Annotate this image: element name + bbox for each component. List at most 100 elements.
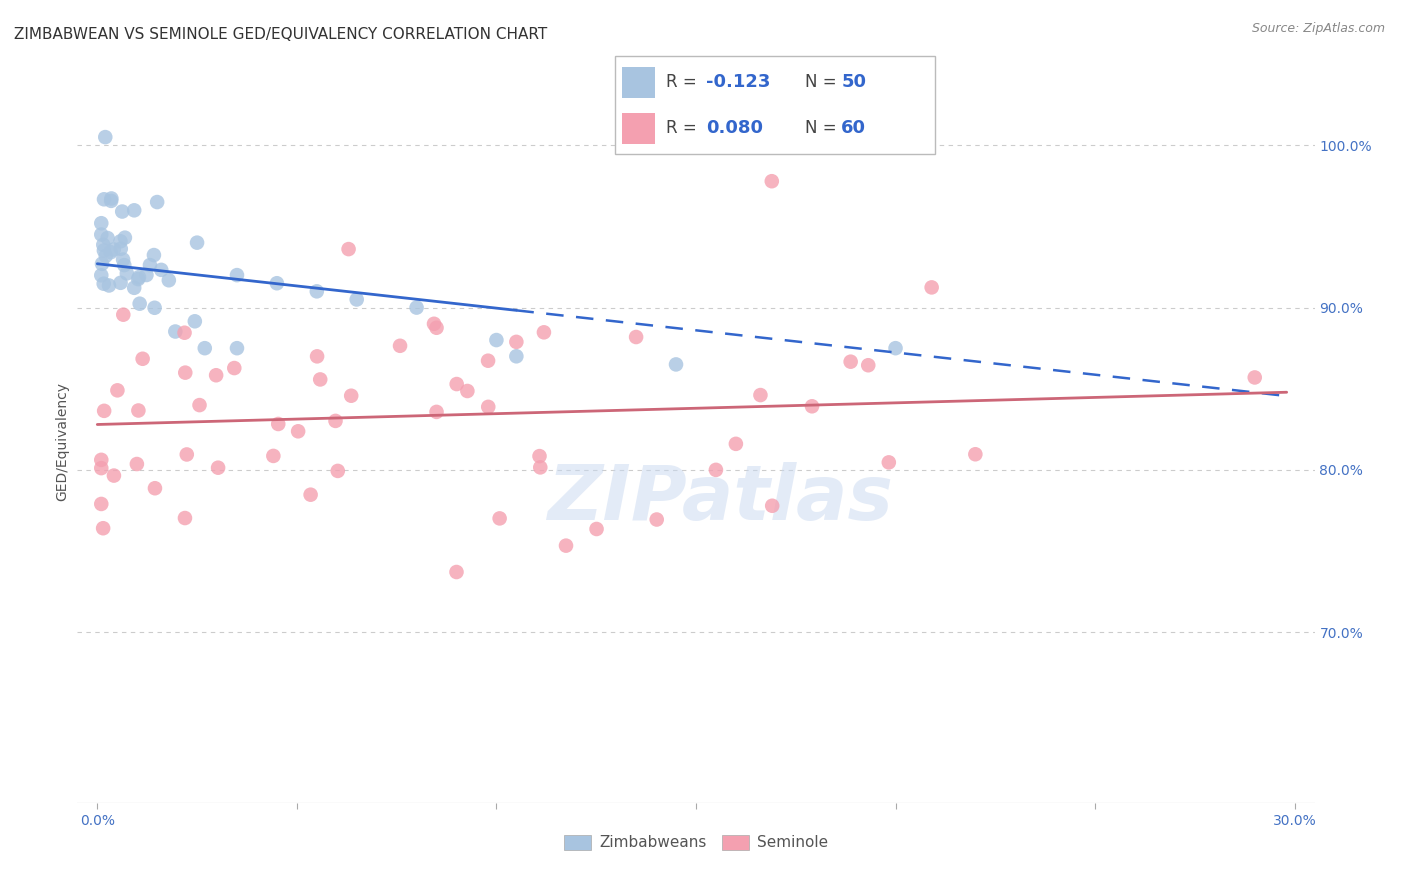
Point	[128, 296, 150, 310]
Point	[533, 326, 555, 340]
Point	[93, 404, 115, 418]
Point	[188, 398, 211, 412]
Point	[90, 497, 112, 511]
Text: N =: N =	[804, 120, 842, 137]
Point	[111, 204, 134, 219]
Point	[143, 481, 166, 495]
Point	[477, 400, 499, 414]
Point	[456, 384, 478, 398]
Point	[100, 194, 122, 208]
Point	[505, 349, 527, 363]
Point	[389, 339, 412, 353]
Point	[97, 231, 120, 245]
Point	[112, 252, 135, 267]
Point	[505, 334, 527, 349]
Y-axis label: GED/Equivalency: GED/Equivalency	[55, 382, 69, 501]
Point	[839, 354, 862, 368]
Point	[965, 447, 987, 461]
Point	[110, 242, 132, 256]
Point	[266, 277, 288, 291]
Point	[115, 266, 138, 280]
Point	[337, 242, 360, 256]
Point	[425, 405, 447, 419]
FancyBboxPatch shape	[614, 55, 935, 154]
Point	[122, 281, 145, 295]
Text: 0.080: 0.080	[706, 120, 763, 137]
Point	[529, 449, 551, 463]
Point	[94, 130, 117, 145]
Point	[262, 449, 284, 463]
Point	[110, 276, 132, 290]
Point	[346, 293, 368, 307]
Point	[98, 278, 121, 293]
Point	[174, 366, 197, 380]
Point	[90, 461, 112, 475]
Point	[184, 314, 207, 328]
Point	[157, 273, 180, 287]
Text: -0.123: -0.123	[706, 73, 770, 91]
Point	[107, 384, 129, 398]
Point	[110, 235, 132, 249]
Point	[194, 341, 217, 355]
Point	[100, 191, 122, 205]
Point	[93, 192, 115, 206]
Point	[405, 301, 427, 315]
Point	[624, 330, 647, 344]
Point	[801, 399, 824, 413]
Point	[305, 285, 328, 299]
Point	[307, 349, 329, 363]
Point	[446, 565, 468, 579]
Point	[485, 333, 508, 347]
Point	[91, 257, 114, 271]
Point	[884, 341, 907, 355]
Point	[91, 521, 114, 535]
Point	[176, 447, 198, 461]
Point	[90, 216, 112, 230]
Point	[125, 457, 148, 471]
Point	[127, 403, 149, 417]
Point	[122, 203, 145, 218]
Point	[488, 511, 510, 525]
Point	[139, 258, 162, 272]
Point	[585, 522, 607, 536]
Point	[114, 230, 136, 244]
Text: ZIPatlas: ZIPatlas	[548, 462, 894, 536]
Text: N =: N =	[804, 73, 842, 91]
Point	[858, 358, 880, 372]
Point	[665, 358, 688, 372]
Point	[174, 511, 197, 525]
Point	[112, 308, 135, 322]
Point	[309, 372, 332, 386]
Point	[704, 463, 727, 477]
Point	[90, 227, 112, 242]
Point	[103, 468, 125, 483]
Point	[529, 460, 551, 475]
Text: ZIMBABWEAN VS SEMINOLE GED/EQUIVALENCY CORRELATION CHART: ZIMBABWEAN VS SEMINOLE GED/EQUIVALENCY C…	[14, 27, 547, 42]
Point	[340, 389, 363, 403]
Point	[326, 464, 349, 478]
Point	[94, 249, 117, 263]
Point	[127, 272, 149, 286]
FancyBboxPatch shape	[621, 113, 655, 144]
Point	[877, 455, 900, 469]
Point	[207, 460, 229, 475]
Point	[749, 388, 772, 402]
Point	[100, 245, 122, 260]
Point	[91, 237, 114, 252]
Point	[165, 325, 187, 339]
Point	[103, 243, 125, 257]
FancyBboxPatch shape	[621, 67, 655, 97]
Point	[555, 539, 578, 553]
Point	[299, 488, 322, 502]
Point	[90, 268, 112, 283]
Point	[150, 263, 173, 277]
Point	[135, 268, 157, 282]
Point	[325, 414, 347, 428]
Point	[477, 353, 499, 368]
Point	[761, 499, 783, 513]
Point	[224, 361, 246, 376]
Point	[267, 417, 290, 431]
Point	[287, 425, 309, 439]
Point	[143, 301, 166, 315]
Text: R =: R =	[666, 120, 702, 137]
